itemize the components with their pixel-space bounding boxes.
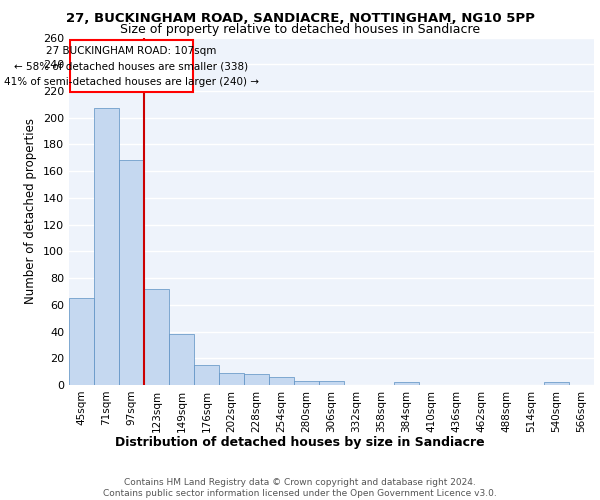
Bar bbox=[144, 289, 169, 385]
Bar bbox=[269, 377, 294, 385]
Bar bbox=[94, 108, 119, 385]
Text: Distribution of detached houses by size in Sandiacre: Distribution of detached houses by size … bbox=[115, 436, 485, 449]
Bar bbox=[119, 160, 144, 385]
Bar bbox=[69, 298, 94, 385]
Bar bbox=[319, 381, 344, 385]
Bar bbox=[169, 334, 194, 385]
Bar bbox=[544, 382, 569, 385]
Bar bbox=[194, 365, 219, 385]
Text: 27 BUCKINGHAM ROAD: 107sqm
← 58% of detached houses are smaller (338)
41% of sem: 27 BUCKINGHAM ROAD: 107sqm ← 58% of deta… bbox=[4, 46, 259, 87]
Bar bbox=[219, 373, 244, 385]
Text: Contains HM Land Registry data © Crown copyright and database right 2024.
Contai: Contains HM Land Registry data © Crown c… bbox=[103, 478, 497, 498]
Bar bbox=[244, 374, 269, 385]
Bar bbox=[394, 382, 419, 385]
FancyBboxPatch shape bbox=[70, 40, 193, 92]
Text: Size of property relative to detached houses in Sandiacre: Size of property relative to detached ho… bbox=[120, 22, 480, 36]
Bar bbox=[294, 381, 319, 385]
Y-axis label: Number of detached properties: Number of detached properties bbox=[25, 118, 37, 304]
Text: 27, BUCKINGHAM ROAD, SANDIACRE, NOTTINGHAM, NG10 5PP: 27, BUCKINGHAM ROAD, SANDIACRE, NOTTINGH… bbox=[65, 12, 535, 24]
